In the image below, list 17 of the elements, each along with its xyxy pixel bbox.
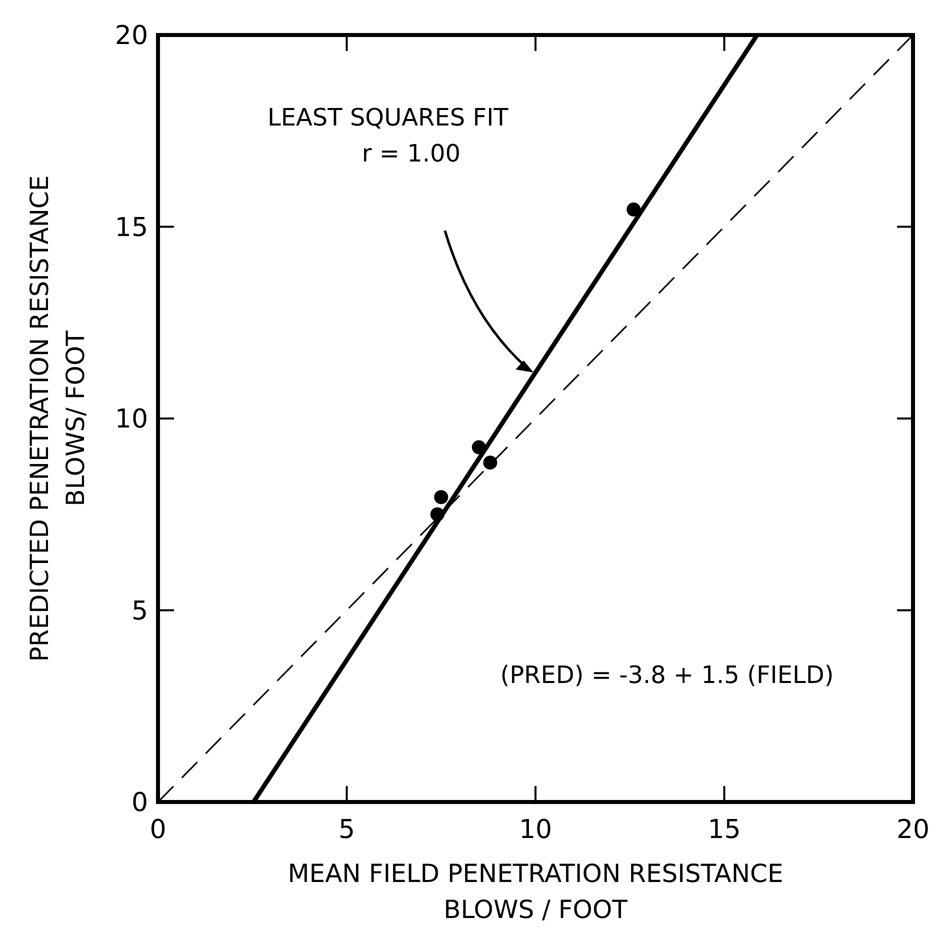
x-tick-label: 5 (338, 815, 356, 845)
y-axis-title: PREDICTED PENETRATION RESISTANCE BLOWS/ FOOT (25, 175, 90, 662)
annotation: LEAST SQUARES FIT r = 1.00 (267, 104, 509, 168)
y-tick-label: 0 (131, 788, 148, 818)
x-tick-label: 20 (896, 815, 930, 845)
y-tick-label: 15 (114, 212, 148, 243)
x-axis-title: MEAN FIELD PENETRATION RESISTANCE BLOWS / FOOT (288, 859, 784, 924)
y-tick-label: 5 (131, 596, 148, 626)
x-tick-label: 0 (150, 815, 166, 845)
point (434, 490, 448, 504)
y-tick-label: 20 (114, 21, 148, 52)
x-tick-label: 15 (708, 815, 741, 845)
x-tick-label: 10 (518, 815, 552, 845)
point (483, 456, 498, 470)
point (626, 202, 641, 216)
y-tick-label: 10 (114, 404, 148, 435)
annotation: (PRED) = -3.8 + 1.5 (FIELD) (500, 661, 834, 690)
